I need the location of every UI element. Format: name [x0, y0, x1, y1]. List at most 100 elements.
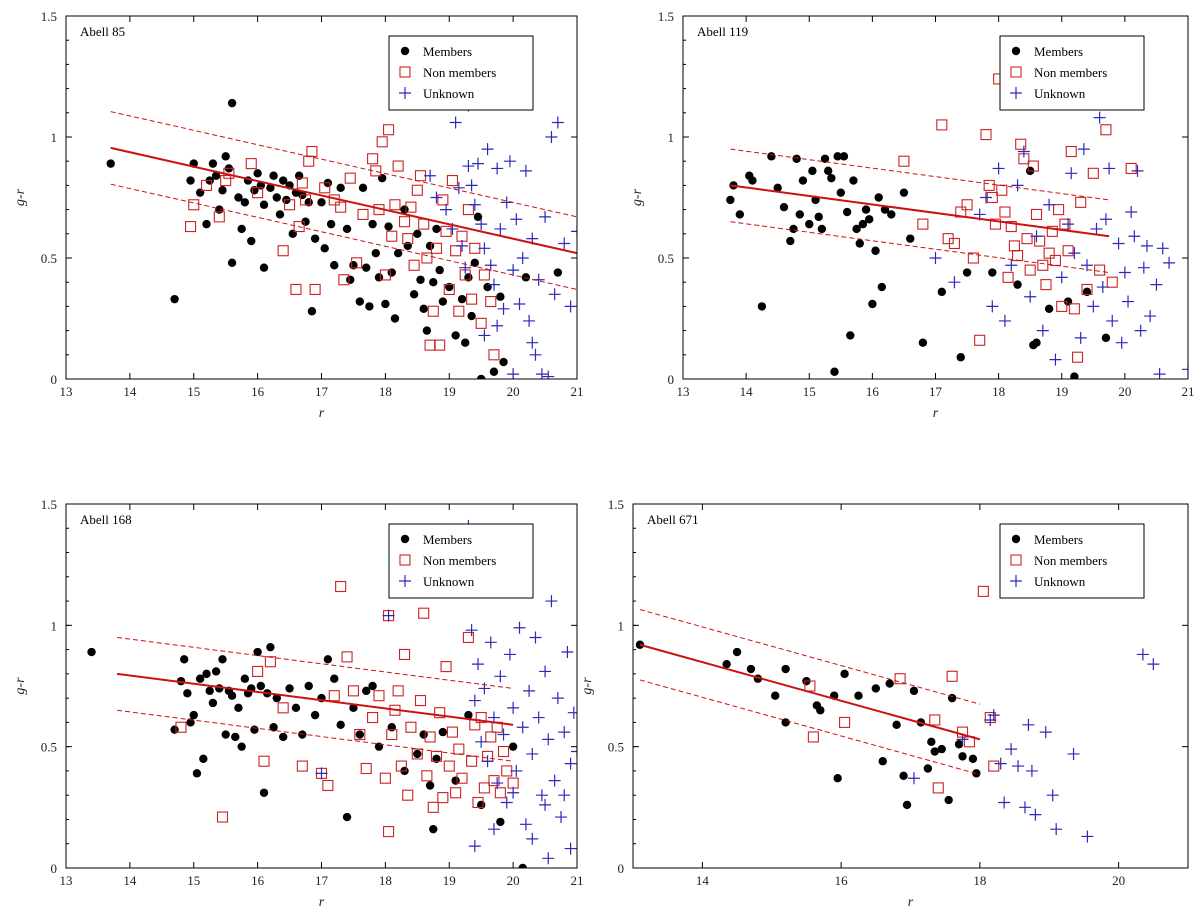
non-member-point	[293, 220, 305, 233]
non-member-point	[296, 177, 308, 189]
member-point	[362, 686, 371, 696]
unknown-point	[507, 701, 520, 714]
unknown-point	[539, 665, 552, 678]
non-member-point	[977, 585, 989, 597]
y-axis-label: g-r	[630, 188, 645, 206]
member-point	[855, 239, 864, 248]
member-point	[833, 774, 842, 783]
x-tick-label: 13	[60, 873, 73, 888]
fit-upper-bound	[639, 609, 981, 705]
legend-non-member-label: Non members	[423, 553, 496, 568]
member-point	[842, 207, 852, 217]
member-point	[748, 176, 757, 185]
x-tick-label: 19	[443, 384, 456, 399]
member-point	[304, 681, 313, 691]
member-point	[840, 669, 849, 679]
non-member-point	[322, 779, 334, 792]
member-point	[362, 263, 371, 272]
member-point	[937, 744, 946, 754]
member-point	[413, 749, 422, 759]
non-member-point	[252, 665, 264, 677]
member-point	[877, 282, 887, 292]
member-point	[553, 268, 563, 277]
member-point	[464, 710, 473, 720]
member-point	[368, 219, 377, 229]
member-point	[189, 710, 198, 720]
unknown-point	[548, 288, 561, 301]
legend-member-marker	[400, 534, 410, 544]
y-tick-label: 1	[51, 130, 58, 145]
data-layer	[726, 73, 1188, 379]
unknown-point	[487, 278, 500, 291]
member-point	[887, 210, 896, 219]
member-point	[387, 723, 396, 732]
member-point	[256, 681, 266, 691]
x-tick-label: 16	[251, 384, 265, 399]
legend-unknown-label: Unknown	[1034, 574, 1086, 589]
member-point	[944, 795, 953, 805]
non-member-point	[277, 702, 289, 714]
non-member-point	[1062, 245, 1074, 257]
non-member-point	[1021, 233, 1033, 245]
legend: Members Non members Unknown	[388, 523, 534, 599]
unknown-point	[1039, 726, 1052, 739]
x-tick-label: 16	[835, 873, 849, 888]
x-tick-label: 18	[379, 384, 392, 399]
unknown-point	[1103, 162, 1116, 175]
non-member-point	[335, 580, 347, 593]
y-tick-label: 0.5	[658, 251, 674, 266]
unknown-point	[468, 694, 481, 707]
member-point	[786, 236, 795, 246]
unknown-point	[526, 336, 539, 349]
x-tick-label: 18	[973, 873, 986, 888]
unknown-point	[440, 203, 453, 216]
non-member-point	[1046, 225, 1058, 237]
x-tick-label: 20	[507, 384, 520, 399]
member-point	[962, 268, 972, 277]
member-point	[310, 234, 320, 243]
unknown-point	[558, 237, 571, 250]
series-unknown	[929, 111, 1188, 379]
unknown-point	[1036, 324, 1049, 337]
member-point	[438, 297, 448, 306]
member-point	[930, 747, 939, 756]
non-member-point	[430, 242, 443, 254]
unknown-point	[551, 692, 564, 705]
data-layer	[635, 585, 1160, 843]
member-point	[820, 154, 830, 163]
non-member-point	[494, 787, 506, 799]
member-point	[183, 689, 192, 698]
unknown-point	[571, 745, 577, 758]
non-member-point	[376, 136, 388, 148]
member-point	[814, 212, 823, 222]
x-tick-label: 18	[379, 873, 392, 888]
unknown-point	[497, 728, 510, 741]
member-point	[858, 219, 868, 229]
unknown-point	[1115, 336, 1128, 349]
member-point	[195, 674, 205, 683]
member-point	[451, 331, 460, 340]
fit-upper-bound	[117, 636, 514, 689]
member-point	[1013, 280, 1022, 289]
member-point	[317, 198, 326, 207]
unknown-point	[1144, 310, 1157, 323]
x-tick-label: 17	[315, 873, 329, 888]
series-unknown	[424, 99, 577, 379]
non-member-point	[1015, 138, 1027, 150]
member-point	[805, 219, 814, 229]
x-tick-label: 16	[251, 873, 265, 888]
member-point	[221, 730, 230, 739]
unknown-point	[994, 757, 1007, 770]
legend-unknown-marker	[399, 575, 411, 587]
member-point	[438, 727, 448, 737]
unknown-point	[907, 772, 920, 785]
member-point	[259, 200, 269, 209]
member-point	[499, 357, 508, 367]
unknown-point	[998, 314, 1011, 327]
non-member-point	[440, 661, 452, 673]
unknown-point	[1136, 648, 1149, 661]
member-point	[186, 176, 195, 185]
member-point	[854, 691, 863, 700]
non-member-point	[488, 775, 500, 787]
non-member-point	[472, 796, 484, 809]
